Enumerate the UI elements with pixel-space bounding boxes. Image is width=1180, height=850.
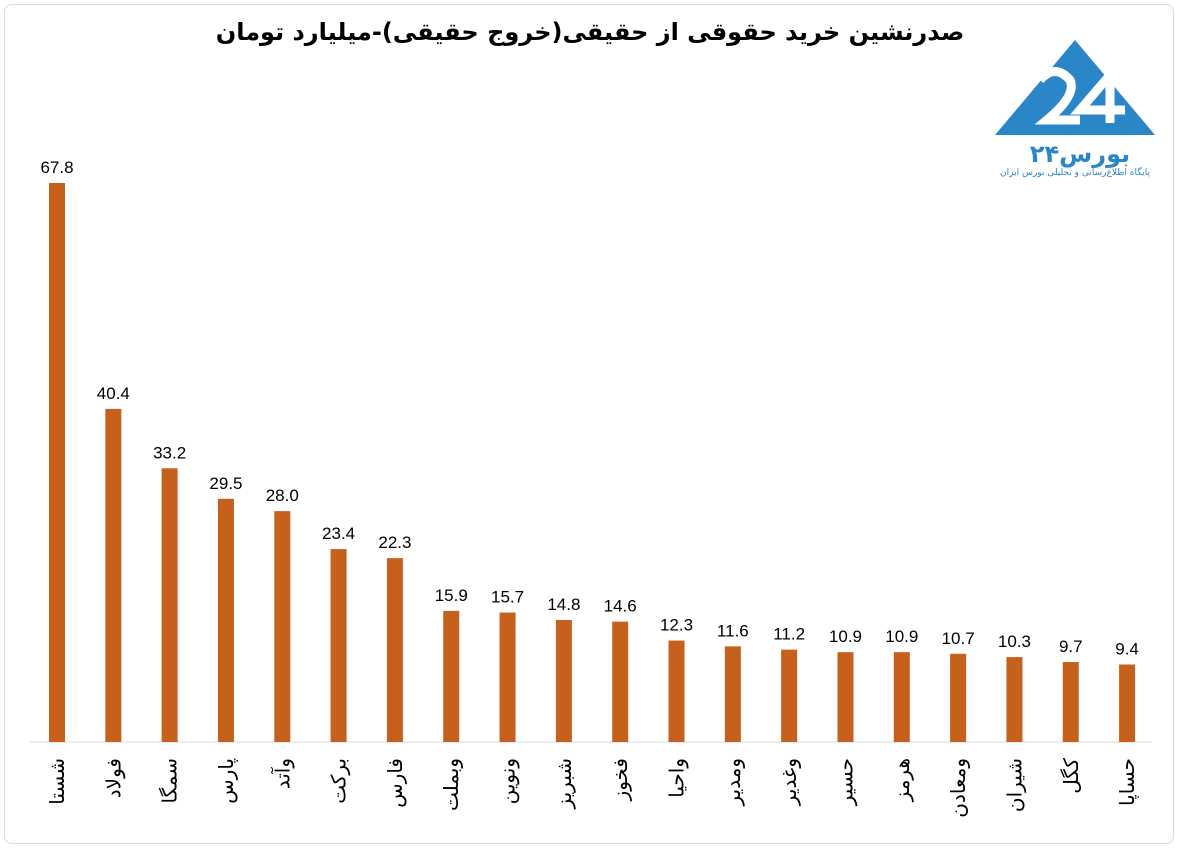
data-label: 33.2 <box>153 443 186 462</box>
data-label: 11.2 <box>773 625 805 644</box>
data-label: 11.6 <box>717 621 749 640</box>
bar <box>781 649 798 742</box>
data-label: 15.9 <box>435 586 468 605</box>
category-label: شیران <box>1002 758 1026 812</box>
category-label: ومدیر <box>721 758 745 806</box>
bar <box>386 558 403 742</box>
data-label: 22.3 <box>378 533 411 552</box>
data-label: 12.3 <box>660 616 693 635</box>
bar <box>893 652 910 742</box>
category-label: حسیر <box>833 758 857 806</box>
category-label: وآتد <box>269 758 294 789</box>
data-label: 23.4 <box>322 524 355 543</box>
data-label: 9.4 <box>1115 639 1139 658</box>
data-label: 15.7 <box>491 588 524 607</box>
data-label: 29.5 <box>209 474 242 493</box>
data-label: 10.3 <box>998 632 1031 651</box>
category-label: ومعادن <box>946 758 970 818</box>
data-label: 10.9 <box>829 627 862 646</box>
category-label: سمگا <box>158 758 182 803</box>
category-label: واحیا <box>665 758 689 798</box>
bar <box>161 468 178 742</box>
data-label: 14.6 <box>604 597 637 616</box>
bar <box>499 612 516 742</box>
bar <box>837 652 854 742</box>
data-label: 10.7 <box>942 629 975 648</box>
data-label: 67.8 <box>40 158 73 177</box>
bar <box>1119 664 1136 742</box>
chart-frame <box>4 4 1174 844</box>
category-label: کگل <box>1059 758 1083 794</box>
bar <box>724 646 741 742</box>
borse24-logo-icon <box>995 40 1155 135</box>
bar <box>330 549 347 742</box>
data-label: 9.7 <box>1059 637 1083 656</box>
bar <box>1006 657 1023 742</box>
data-label: 28.0 <box>266 486 299 505</box>
category-label: وبملت <box>439 758 463 811</box>
bar <box>612 621 629 742</box>
category-label: حساپا <box>1115 758 1140 806</box>
bar <box>668 640 685 742</box>
bar <box>274 511 291 742</box>
data-label: 40.4 <box>97 384 130 403</box>
category-label: وغدیر <box>777 758 801 806</box>
logo-tagline: پایگاه اطلاع‌رسانی و تحلیلی بورس ایران <box>1000 168 1150 178</box>
bar <box>217 498 234 742</box>
category-label: ونوین <box>496 758 520 804</box>
category-label: پارس <box>214 758 239 804</box>
category-label: فارس <box>383 758 407 808</box>
data-label: 14.8 <box>547 595 580 614</box>
bar <box>1062 662 1079 742</box>
category-label: شبریز <box>552 758 576 809</box>
bar <box>443 610 460 742</box>
category-label: فولاد <box>101 758 125 798</box>
category-label: فخوز <box>608 758 632 801</box>
category-label: هرمز <box>890 758 914 802</box>
data-label: 10.9 <box>885 627 918 646</box>
category-label: شستا <box>45 758 69 805</box>
bar <box>555 619 572 742</box>
bar <box>950 653 967 742</box>
bar <box>105 408 122 742</box>
category-label: برکت <box>327 758 351 804</box>
chart-title: صدرنشین خرید حقوقی از حقیقی(خروج حقیقی)-… <box>215 18 965 46</box>
bar <box>49 183 65 742</box>
logo-name: بورس۲۴ <box>1029 140 1131 168</box>
